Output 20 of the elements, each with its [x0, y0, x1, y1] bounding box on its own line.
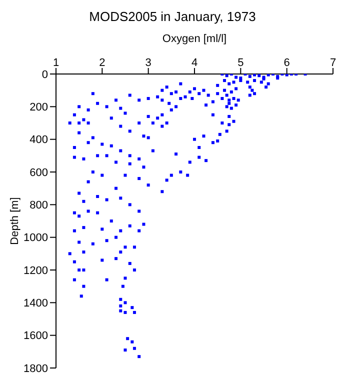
y-tick-label: 400 — [30, 134, 48, 146]
x-tick-label: 7 — [330, 57, 336, 69]
x-tick-label: 3 — [145, 57, 152, 69]
y-axis-title: Depth [m] — [8, 197, 21, 245]
x-axis-title: Oxygen [ml/l] — [162, 32, 227, 45]
x-tick-label: 2 — [99, 57, 106, 69]
y-tick-label: 1200 — [24, 264, 48, 277]
y-tick-label: 600 — [30, 166, 48, 179]
x-tick-label: 4 — [191, 57, 198, 69]
y-tick-label: 1400 — [24, 298, 48, 310]
x-tick-label: 6 — [284, 57, 290, 69]
y-tick-label: 1600 — [24, 330, 48, 342]
y-tick-label: 800 — [30, 200, 48, 212]
x-tick-label: 1 — [52, 57, 60, 69]
y-tick-label: 0 — [42, 68, 48, 81]
y-tick-label: 200 — [30, 102, 48, 114]
y-tick-label: 1800 — [24, 362, 48, 375]
x-tick-label: 5 — [238, 57, 244, 69]
chart-title: MODS2005 in January, 1973 — [88, 8, 257, 26]
y-tick-label: 1000 — [24, 232, 48, 244]
